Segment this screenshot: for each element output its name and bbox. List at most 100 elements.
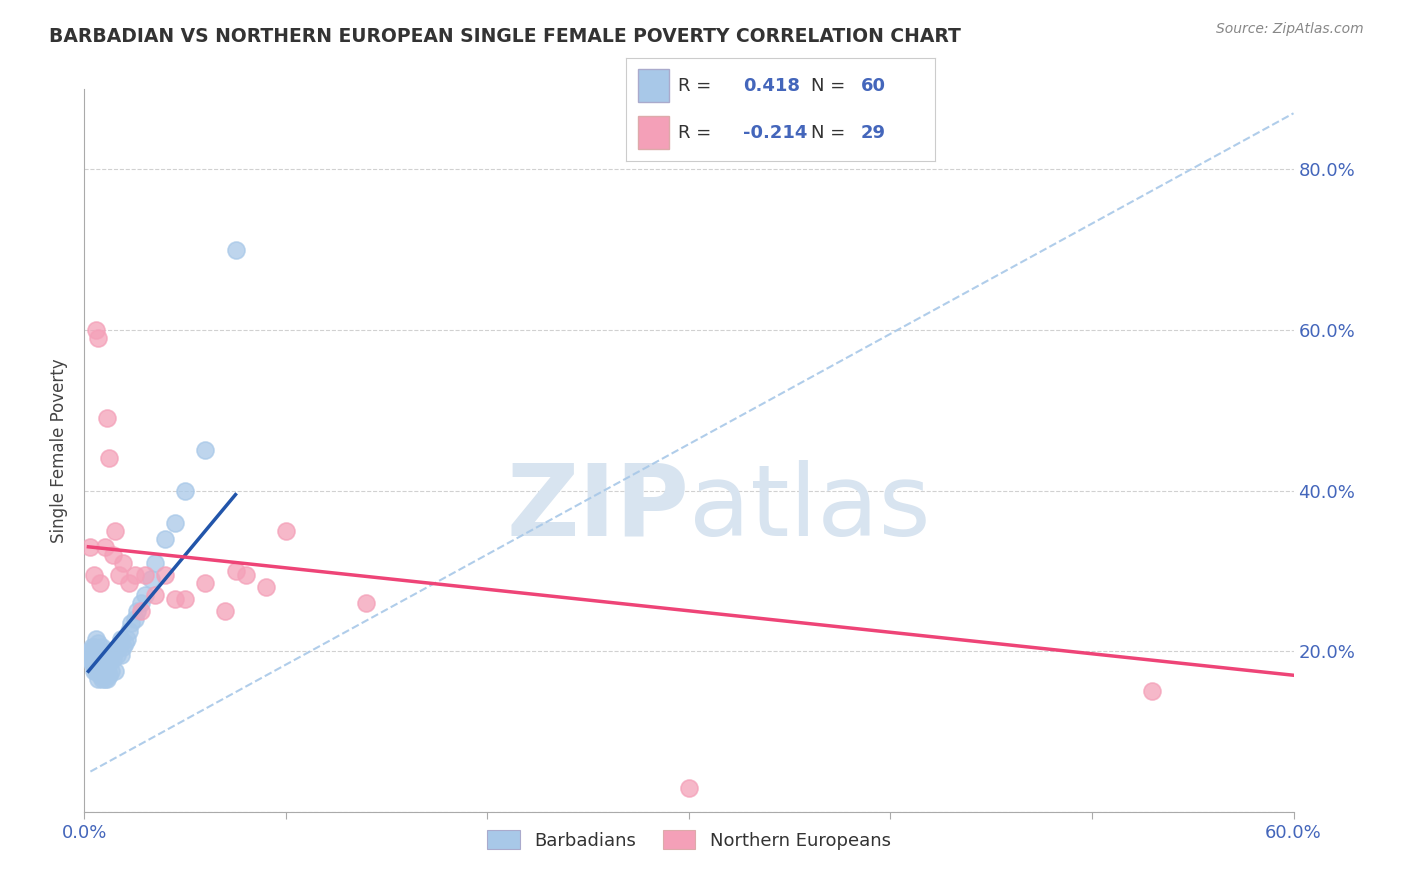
Point — [100, 644, 122, 658]
Point — [79, 652, 101, 666]
Text: N =: N = — [811, 124, 845, 142]
Point — [134, 588, 156, 602]
Point — [93, 648, 115, 662]
Point — [86, 323, 108, 337]
Point — [174, 592, 197, 607]
Point — [86, 632, 108, 646]
Point — [89, 660, 111, 674]
Text: 29: 29 — [860, 124, 886, 142]
Point — [87, 664, 110, 679]
Point — [87, 673, 110, 687]
Point — [104, 524, 127, 538]
Point — [115, 632, 138, 646]
Point — [87, 648, 110, 662]
Point — [225, 243, 247, 257]
Point — [96, 664, 118, 679]
Point — [274, 524, 297, 538]
Point — [89, 576, 111, 591]
Point — [96, 673, 118, 687]
Point — [89, 668, 111, 682]
Point — [82, 648, 104, 662]
Point — [100, 664, 122, 679]
Point — [143, 588, 166, 602]
Point — [107, 568, 129, 582]
Point — [87, 657, 110, 671]
Point — [194, 443, 217, 458]
Point — [86, 664, 108, 679]
Point — [111, 640, 134, 655]
Point — [114, 636, 136, 650]
Point — [83, 657, 105, 671]
Point — [91, 673, 114, 687]
Point — [83, 568, 105, 582]
Point — [678, 780, 700, 795]
Point — [87, 636, 110, 650]
Point — [104, 644, 127, 658]
Point — [86, 648, 108, 662]
Point — [124, 568, 146, 582]
Point — [97, 451, 120, 466]
Text: R =: R = — [678, 77, 711, 95]
Point — [97, 657, 120, 671]
Point — [165, 516, 187, 530]
Point — [356, 596, 378, 610]
Point — [87, 331, 110, 345]
Point — [111, 556, 134, 570]
FancyBboxPatch shape — [638, 117, 669, 149]
Point — [143, 556, 166, 570]
Point — [174, 483, 197, 498]
Point — [91, 664, 114, 679]
Point — [79, 644, 101, 658]
Text: R =: R = — [678, 124, 711, 142]
Point — [93, 673, 115, 687]
Point — [120, 615, 142, 630]
Y-axis label: Single Female Poverty: Single Female Poverty — [51, 359, 69, 542]
Point — [101, 652, 124, 666]
Point — [153, 568, 176, 582]
Point — [96, 652, 118, 666]
Point — [134, 568, 156, 582]
Point — [214, 604, 236, 618]
Text: Source: ZipAtlas.com: Source: ZipAtlas.com — [1216, 22, 1364, 37]
Point — [82, 657, 104, 671]
Legend: Barbadians, Northern Europeans: Barbadians, Northern Europeans — [479, 823, 898, 857]
Text: N =: N = — [811, 77, 845, 95]
Point — [110, 632, 132, 646]
Point — [91, 640, 114, 655]
Point — [225, 564, 247, 578]
Point — [101, 548, 124, 562]
Point — [110, 648, 132, 662]
Point — [165, 592, 187, 607]
Point — [194, 576, 217, 591]
Point — [105, 648, 128, 662]
Point — [77, 648, 100, 662]
Point — [125, 604, 148, 618]
Text: BARBADIAN VS NORTHERN EUROPEAN SINGLE FEMALE POVERTY CORRELATION CHART: BARBADIAN VS NORTHERN EUROPEAN SINGLE FE… — [49, 27, 962, 45]
Point — [153, 532, 176, 546]
Text: -0.214: -0.214 — [744, 124, 807, 142]
Point — [79, 540, 101, 554]
Point — [129, 596, 152, 610]
Point — [96, 411, 118, 425]
Point — [97, 668, 120, 682]
Point — [86, 657, 108, 671]
Text: atlas: atlas — [689, 459, 931, 557]
Point — [83, 648, 105, 662]
Point — [118, 576, 141, 591]
Point — [83, 640, 105, 655]
Point — [124, 612, 146, 626]
Point — [93, 540, 115, 554]
Point — [93, 664, 115, 679]
Point — [129, 604, 152, 618]
Point — [118, 624, 141, 639]
Text: 0.418: 0.418 — [744, 77, 800, 95]
Point — [89, 644, 111, 658]
Point — [235, 568, 257, 582]
Point — [83, 664, 105, 679]
Point — [1142, 684, 1164, 698]
Point — [104, 664, 127, 679]
Text: 60: 60 — [860, 77, 886, 95]
FancyBboxPatch shape — [638, 70, 669, 102]
Text: ZIP: ZIP — [506, 459, 689, 557]
Point — [82, 640, 104, 655]
